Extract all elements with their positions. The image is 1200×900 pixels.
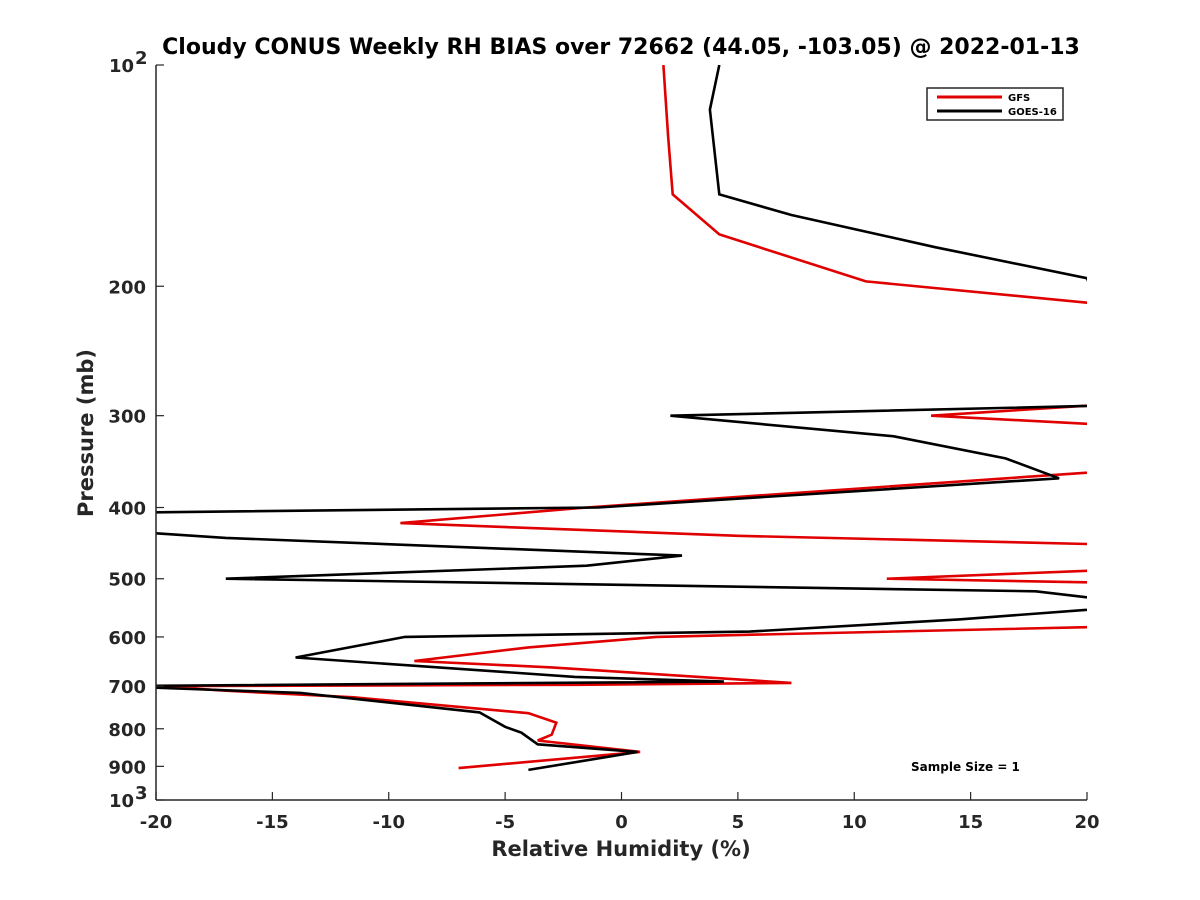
y-tick-label: 300 bbox=[108, 407, 146, 428]
x-tick-label: -15 bbox=[256, 812, 289, 833]
legend-box bbox=[926, 87, 1064, 121]
plot-area bbox=[156, 65, 1087, 800]
legend: GFS GOES-16 bbox=[926, 87, 1064, 121]
y-axis-label: Pressure (mb) bbox=[74, 349, 98, 517]
y-tick-label: 700 bbox=[108, 677, 146, 698]
series-line-gfs bbox=[156, 65, 1087, 770]
y-tick-label: 10 bbox=[109, 56, 134, 77]
y-tick-label: 900 bbox=[108, 757, 146, 778]
x-tick-label: 10 bbox=[842, 812, 867, 833]
y-tick-label: 600 bbox=[108, 628, 146, 649]
x-tick-label: -20 bbox=[140, 812, 173, 833]
x-tick-label: 15 bbox=[958, 812, 983, 833]
y-tick-label: 200 bbox=[108, 277, 146, 298]
y-tick-exponent: 3 bbox=[135, 783, 148, 804]
series-line-goes16 bbox=[156, 65, 1087, 772]
sample-size-annotation: Sample Size = 1 bbox=[911, 760, 1020, 774]
legend-label-goes16: GOES-16 bbox=[1008, 107, 1057, 118]
x-tick-label: 5 bbox=[732, 812, 745, 833]
y-tick-exponent: 2 bbox=[135, 48, 148, 69]
x-tick-label: -5 bbox=[495, 812, 515, 833]
x-axis-label: Relative Humidity (%) bbox=[491, 837, 750, 861]
chart-title: Cloudy CONUS Weekly RH BIAS over 72662 (… bbox=[162, 35, 1080, 60]
y-tick-label: 10 bbox=[109, 791, 134, 812]
x-tick-label: 0 bbox=[615, 812, 628, 833]
x-axis-ticks: -20 -15 -10 -5 0 5 10 15 20 bbox=[140, 792, 1100, 833]
y-tick-label: 400 bbox=[108, 499, 146, 520]
legend-label-gfs: GFS bbox=[1008, 93, 1030, 104]
y-tick-label: 800 bbox=[108, 720, 146, 741]
y-tick-label: 500 bbox=[108, 570, 146, 591]
series-layer bbox=[156, 65, 1087, 772]
x-tick-label: 20 bbox=[1074, 812, 1099, 833]
x-tick-label: -10 bbox=[372, 812, 405, 833]
